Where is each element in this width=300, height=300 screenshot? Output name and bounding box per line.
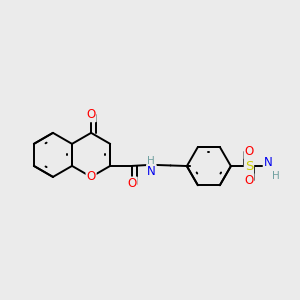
Text: H: H [148,156,155,166]
Text: S: S [245,160,253,172]
Text: O: O [128,178,137,190]
Text: O: O [244,174,254,187]
Text: O: O [86,108,96,121]
Text: H: H [272,171,280,181]
Text: N: N [264,156,272,169]
Text: O: O [244,145,254,158]
Text: N: N [147,165,156,178]
Text: O: O [86,170,96,183]
